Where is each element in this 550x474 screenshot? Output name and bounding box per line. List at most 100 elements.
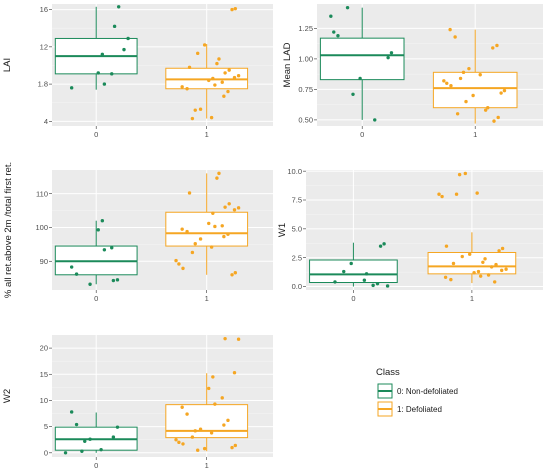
box-defoliated <box>427 171 517 284</box>
data-point <box>476 269 481 274</box>
y-tick-label: 10.0 <box>287 167 302 176</box>
data-point <box>463 171 468 176</box>
data-point <box>478 73 482 77</box>
data-point <box>461 70 466 75</box>
data-point <box>483 108 488 112</box>
data-point <box>230 273 234 277</box>
data-point <box>467 66 471 71</box>
data-point <box>227 68 231 72</box>
data-point <box>196 448 200 452</box>
data-point <box>122 47 126 52</box>
data-point <box>358 76 362 81</box>
data-point <box>336 34 340 38</box>
data-point <box>220 224 224 228</box>
y-tick-label: 90 <box>40 257 48 266</box>
y-tick-label: 1.25 <box>298 24 313 33</box>
data-point <box>111 278 116 283</box>
data-point <box>174 438 178 442</box>
data-point <box>185 412 189 416</box>
data-point <box>96 228 100 232</box>
y-tick-label: 16 <box>40 5 48 14</box>
data-point <box>198 427 203 431</box>
data-point <box>88 437 92 441</box>
data-point <box>500 246 505 251</box>
data-point <box>69 265 74 269</box>
data-point <box>500 268 504 273</box>
legend-title: Class <box>376 367 400 378</box>
data-point <box>232 208 237 212</box>
data-point <box>364 272 369 276</box>
data-point <box>196 51 200 56</box>
x-tick-label: 0 <box>94 294 98 303</box>
data-point <box>198 107 203 111</box>
x-tick-label: 1 <box>205 130 209 139</box>
box-defoliated <box>165 6 249 121</box>
y-axis-title: % all ret.above 2m /total first ret. <box>3 162 14 298</box>
data-point <box>222 234 226 239</box>
box-defoliated <box>432 27 518 124</box>
y-tick-label: 2.5 <box>292 253 302 262</box>
data-point <box>126 36 130 41</box>
data-point <box>209 431 214 435</box>
data-point <box>185 229 189 234</box>
data-point <box>495 43 499 48</box>
data-point <box>460 254 464 259</box>
data-point <box>211 76 215 81</box>
data-point <box>227 202 231 206</box>
box-iqr <box>309 259 398 283</box>
data-point <box>375 281 380 286</box>
box-non-defoliated <box>54 219 138 286</box>
data-point <box>349 261 353 266</box>
data-point <box>373 118 377 122</box>
data-point <box>232 75 237 80</box>
x-tick-label: 0 <box>351 294 355 303</box>
data-point <box>190 435 195 439</box>
data-point <box>494 262 498 267</box>
data-point <box>445 81 449 86</box>
data-point <box>483 257 487 261</box>
data-point <box>115 425 120 429</box>
box-iqr <box>427 252 517 275</box>
x-tick-label: 0 <box>94 461 98 470</box>
data-point <box>215 176 219 180</box>
data-point <box>181 442 185 446</box>
data-point <box>497 249 501 253</box>
data-point <box>332 30 336 34</box>
data-point <box>448 27 452 32</box>
data-point <box>233 271 238 275</box>
data-point <box>207 386 211 391</box>
y-tick-label: 0.75 <box>298 85 313 94</box>
data-point <box>468 252 472 256</box>
data-point <box>96 71 100 75</box>
legend-label: 1: Defoliated <box>397 405 442 414</box>
data-point <box>174 258 178 263</box>
data-point <box>110 246 114 250</box>
data-point <box>236 74 241 78</box>
data-point <box>389 51 394 55</box>
data-point <box>449 84 453 88</box>
box-non-defoliated <box>309 242 398 288</box>
box-iqr <box>319 37 405 81</box>
data-point <box>502 88 507 93</box>
data-point <box>209 115 214 120</box>
data-point <box>453 35 457 39</box>
data-point <box>102 248 107 252</box>
data-point <box>504 267 508 271</box>
data-point <box>444 244 449 248</box>
data-point <box>80 449 84 453</box>
y-tick-label: 5 <box>44 422 48 431</box>
data-point <box>209 245 214 249</box>
data-point <box>202 43 207 47</box>
data-point <box>226 232 230 236</box>
data-point <box>110 72 114 76</box>
data-point <box>102 82 107 86</box>
data-point <box>455 112 460 116</box>
x-tick-label: 1 <box>473 130 477 139</box>
data-point <box>481 260 485 265</box>
data-point <box>223 71 227 75</box>
data-point <box>83 439 87 443</box>
data-point <box>211 211 215 215</box>
data-point <box>69 410 74 414</box>
data-point <box>207 221 211 226</box>
data-point <box>232 370 237 375</box>
